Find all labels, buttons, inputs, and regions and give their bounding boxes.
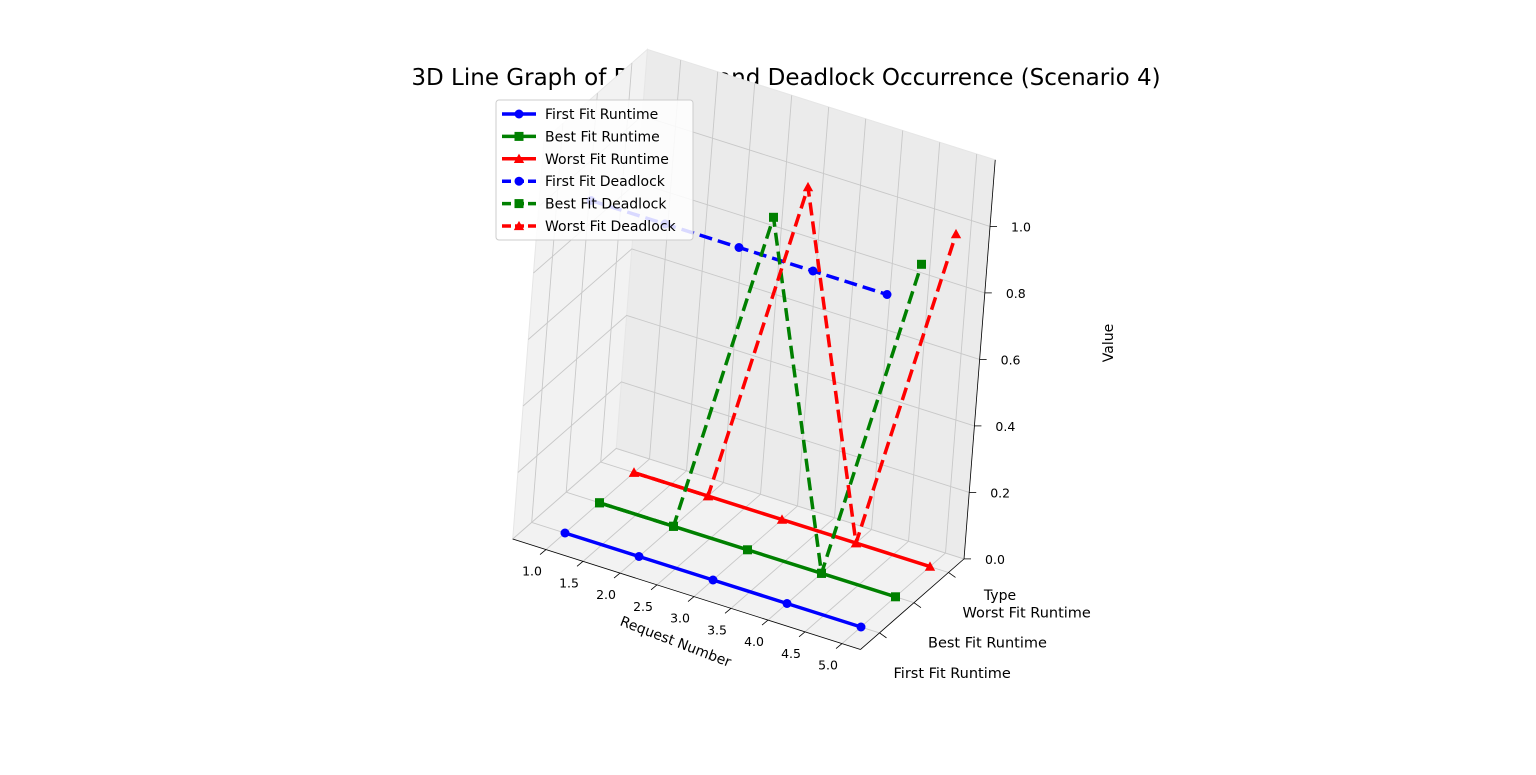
legend-label: Best Fit Runtime bbox=[545, 129, 660, 145]
legend-marker bbox=[514, 109, 524, 119]
data-point bbox=[802, 181, 814, 192]
data-point bbox=[924, 561, 936, 571]
data-point bbox=[769, 212, 778, 222]
legend-marker bbox=[514, 131, 524, 141]
type-tick-label-1: Best Fit Runtime bbox=[928, 636, 1047, 652]
chart-title: 3D Line Graph of Runtime and Deadlock Oc… bbox=[411, 65, 1160, 91]
legend-label: Best Fit Deadlock bbox=[545, 197, 667, 213]
data-point bbox=[734, 243, 744, 252]
data-point bbox=[782, 599, 792, 608]
legend-label: First Fit Deadlock bbox=[545, 174, 666, 190]
x-tick-label: 2.0 bbox=[596, 587, 616, 602]
data-point bbox=[702, 490, 714, 501]
grid-line-z bbox=[522, 314, 975, 427]
legend-marker bbox=[513, 153, 525, 163]
data-point bbox=[743, 545, 752, 555]
z-tick-label: 0.0 bbox=[985, 552, 1005, 567]
legend-marker bbox=[514, 199, 524, 209]
data-point bbox=[950, 228, 962, 239]
data-point bbox=[708, 575, 718, 585]
x-tick-mark bbox=[539, 549, 547, 555]
x-tick-label: 3.5 bbox=[707, 622, 727, 637]
data-point bbox=[776, 514, 788, 524]
y-axis-line bbox=[860, 558, 965, 650]
x-tick-label: 2.5 bbox=[633, 599, 653, 614]
legend-item: First Fit Runtime bbox=[502, 107, 658, 123]
z-axis-label: Value bbox=[1101, 324, 1117, 362]
type-tick-mark bbox=[948, 572, 956, 578]
x-tick-mark bbox=[798, 631, 806, 638]
grid-line-z bbox=[528, 248, 980, 360]
z-tick-label: 0.4 bbox=[995, 419, 1015, 434]
x-tick-label: 3.0 bbox=[670, 611, 690, 626]
x-tick-label: 1.0 bbox=[522, 564, 542, 579]
series-first-fit-runtime bbox=[560, 528, 866, 632]
x-tick-mark bbox=[761, 619, 769, 626]
data-point bbox=[595, 498, 604, 508]
legend-item: Best Fit Deadlock bbox=[502, 197, 667, 213]
data-point bbox=[560, 528, 570, 538]
grid-line-z bbox=[517, 381, 970, 493]
type-tick-mark bbox=[879, 632, 887, 639]
data-point bbox=[817, 568, 826, 578]
x-axis-line bbox=[512, 538, 861, 650]
data-point bbox=[882, 290, 892, 299]
x-tick-mark bbox=[687, 596, 695, 602]
legend-item: Worst Fit Deadlock bbox=[502, 219, 676, 235]
grid-line-z bbox=[512, 447, 965, 560]
x-tick-label: 4.5 bbox=[781, 646, 801, 661]
legend-label: First Fit Runtime bbox=[545, 107, 658, 123]
data-point bbox=[917, 259, 926, 269]
x-tick-mark bbox=[613, 572, 621, 579]
type-tick-label-2: Worst Fit Runtime bbox=[963, 605, 1091, 621]
x-tick-mark bbox=[835, 643, 843, 649]
legend-box bbox=[495, 99, 694, 241]
x-tick-label: 1.5 bbox=[559, 575, 579, 590]
legend-item: Worst Fit Runtime bbox=[502, 152, 669, 168]
legend-label: Worst Fit Runtime bbox=[545, 152, 669, 168]
legend-item: Best Fit Runtime bbox=[502, 129, 660, 145]
series-worst-fit-deadlock bbox=[628, 181, 962, 548]
legend-marker bbox=[514, 176, 524, 186]
z-tick-label: 1.0 bbox=[1011, 219, 1031, 234]
z-tick-label: 0.2 bbox=[990, 485, 1010, 500]
z-tick-label: 0.6 bbox=[1001, 352, 1021, 367]
x-tick-mark bbox=[724, 608, 732, 614]
x-tick-mark bbox=[576, 561, 584, 567]
series-best-fit-deadlock bbox=[595, 212, 926, 578]
axis-ticks: 1.0 1.5 2.0 2.5 3.0 3.5 4.0 4.5 5.0 First Fit Run… bbox=[512, 159, 1091, 682]
x-tick-label: 4.0 bbox=[744, 634, 764, 649]
data-point bbox=[669, 521, 678, 531]
data-point bbox=[628, 467, 640, 477]
legend-item: First Fit Deadlock bbox=[502, 174, 666, 190]
type-tick-label-0: First Fit Runtime bbox=[894, 666, 1011, 682]
legend-label: Worst Fit Deadlock bbox=[545, 219, 676, 235]
data-point bbox=[850, 537, 862, 548]
legend: First Fit Runtime Best Fit Runtime Worst F… bbox=[495, 99, 694, 241]
data-series bbox=[560, 181, 962, 632]
type-tick-mark bbox=[913, 602, 922, 609]
data-point bbox=[856, 622, 866, 632]
z-tick-label: 0.8 bbox=[1006, 286, 1026, 301]
data-point bbox=[808, 266, 818, 276]
y-axis-label: Type bbox=[983, 588, 1016, 604]
data-point bbox=[634, 552, 644, 561]
data-point bbox=[891, 592, 900, 602]
x-tick-mark bbox=[650, 584, 658, 591]
legend-marker bbox=[513, 220, 525, 231]
x-tick-label: 5.0 bbox=[818, 658, 838, 673]
